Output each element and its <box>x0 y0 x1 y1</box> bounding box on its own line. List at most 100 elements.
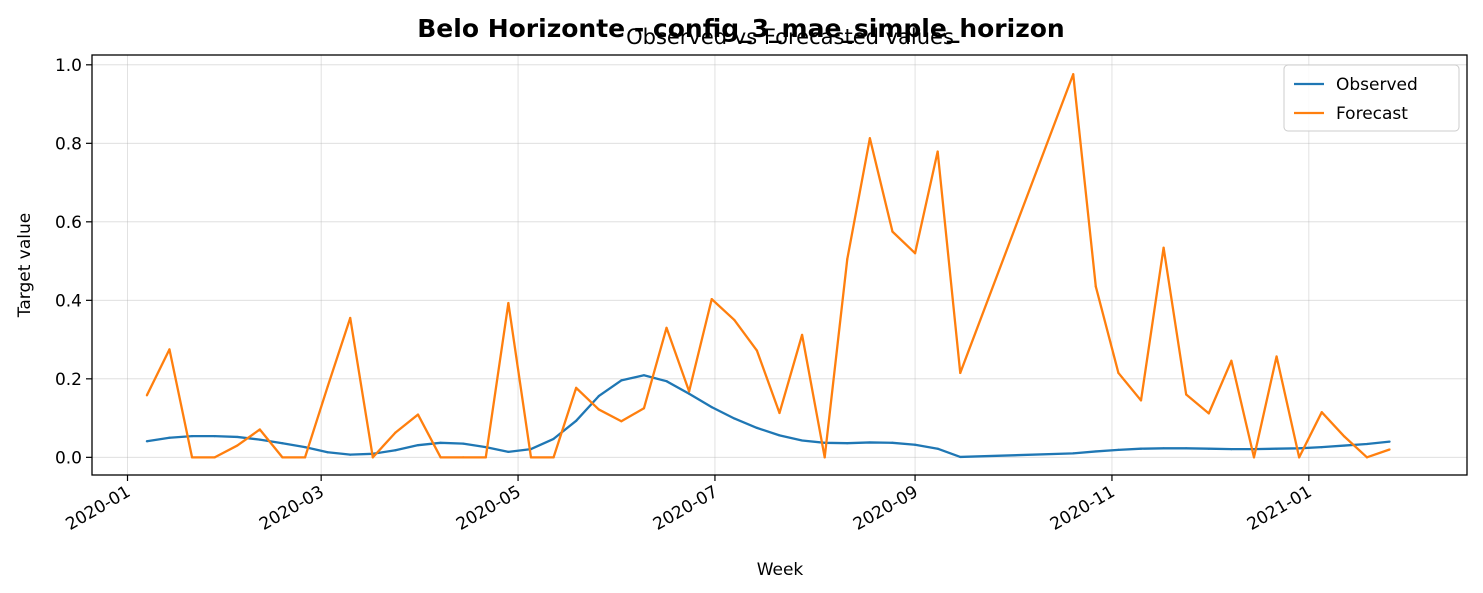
data-point-observed <box>462 442 465 445</box>
data-point-forecast <box>349 316 352 320</box>
data-point-observed <box>326 451 329 454</box>
data-point-observed <box>1298 447 1301 450</box>
data-point-forecast <box>439 456 442 459</box>
data-point-forecast <box>823 456 826 459</box>
data-point-forecast <box>575 386 578 389</box>
x-axis-label: Week <box>757 560 804 580</box>
data-point-observed <box>1275 447 1278 450</box>
data-point-forecast <box>936 150 939 153</box>
data-point-observed <box>236 435 239 439</box>
data-point-forecast <box>190 456 194 459</box>
legend: Observed Forecast <box>1283 64 1460 132</box>
data-point-forecast <box>1298 456 1301 459</box>
data-point-forecast <box>1162 246 1165 249</box>
data-point-observed <box>552 437 555 440</box>
x-tick-label: 2020-11 <box>1047 482 1119 535</box>
data-point-forecast <box>710 298 713 301</box>
y-tick-label: 0.0 <box>55 448 82 468</box>
data-point-forecast <box>913 252 917 255</box>
data-point-observed <box>800 439 804 442</box>
data-point-observed <box>1185 447 1188 450</box>
data-point-observed <box>913 443 917 446</box>
data-point-observed <box>213 435 216 438</box>
data-point-observed <box>868 441 871 444</box>
data-point-forecast <box>1252 456 1256 459</box>
data-point-observed <box>642 374 646 377</box>
data-point-observed <box>597 395 600 398</box>
data-point-forecast <box>1117 371 1120 375</box>
data-point-forecast <box>394 431 397 434</box>
data-point-forecast <box>145 394 148 397</box>
data-point-observed <box>1320 446 1323 449</box>
data-point-forecast <box>1365 456 1369 459</box>
data-point-forecast <box>484 456 487 459</box>
data-point-observed <box>936 447 939 450</box>
data-point-observed <box>258 438 261 441</box>
data-point-forecast <box>800 333 804 336</box>
data-point-forecast <box>1207 412 1210 415</box>
legend-box <box>1283 64 1460 132</box>
y-tick-label: 0.6 <box>55 213 82 233</box>
data-point-forecast <box>755 349 759 352</box>
data-point-observed <box>1139 447 1143 450</box>
x-tick-label: 2020-09 <box>850 482 922 535</box>
data-point-observed <box>190 435 194 438</box>
data-point-forecast <box>1388 448 1391 451</box>
data-point-forecast <box>1343 435 1346 438</box>
data-point-observed <box>1117 448 1120 451</box>
data-point-observed <box>846 442 849 445</box>
y-tick-label: 0.8 <box>55 134 82 154</box>
data-point-observed <box>168 436 171 439</box>
data-point-forecast <box>959 371 962 375</box>
data-point-forecast <box>168 348 171 351</box>
data-point-forecast <box>1185 393 1188 396</box>
data-point-forecast <box>733 318 736 322</box>
data-point-observed <box>1343 444 1346 447</box>
data-point-observed <box>755 426 759 429</box>
data-point-observed <box>1094 450 1097 453</box>
data-point-observed <box>281 442 284 445</box>
series-line-forecast <box>145 73 1390 459</box>
data-point-observed <box>439 441 442 444</box>
data-point-observed <box>891 441 894 444</box>
data-point-observed <box>575 419 578 422</box>
series-lines <box>145 73 1391 459</box>
data-point-observed <box>665 380 668 383</box>
data-point-forecast <box>326 385 329 388</box>
data-point-forecast <box>236 444 239 447</box>
legend-label: Forecast <box>1336 104 1408 124</box>
data-point-observed <box>1162 447 1165 450</box>
y-tick-label: 1.0 <box>55 56 82 76</box>
data-point-observed <box>620 379 623 382</box>
x-tick-label: 2020-03 <box>256 482 328 535</box>
x-tick-label: 2020-07 <box>650 482 722 535</box>
data-point-observed <box>507 450 510 453</box>
data-point-forecast <box>281 456 284 459</box>
data-point-forecast <box>665 326 668 329</box>
data-point-forecast <box>688 390 691 393</box>
data-point-forecast <box>1320 411 1323 414</box>
data-point-forecast <box>846 258 849 261</box>
data-point-forecast <box>303 456 307 459</box>
data-point-forecast <box>1139 399 1143 402</box>
data-point-observed <box>145 440 148 443</box>
data-point-forecast <box>213 456 216 459</box>
data-point-observed <box>710 405 713 409</box>
data-point-forecast <box>552 456 555 459</box>
x-tick-label: 2020-01 <box>62 482 134 535</box>
data-point-observed <box>394 449 397 452</box>
y-tick-label: 0.4 <box>55 291 82 311</box>
data-point-forecast <box>1230 359 1233 362</box>
data-point-observed <box>1230 447 1233 451</box>
data-point-observed <box>733 417 736 420</box>
data-point-forecast <box>507 301 510 305</box>
data-point-observed <box>688 392 691 395</box>
data-point-forecast <box>1094 285 1097 288</box>
data-point-observed <box>416 444 420 447</box>
y-tick-label: 0.2 <box>55 370 82 390</box>
data-point-forecast <box>529 456 533 459</box>
data-point-observed <box>1207 447 1210 450</box>
data-point-forecast <box>258 428 261 431</box>
data-point-forecast <box>416 413 420 416</box>
x-tick-label: 2020-05 <box>453 482 525 535</box>
